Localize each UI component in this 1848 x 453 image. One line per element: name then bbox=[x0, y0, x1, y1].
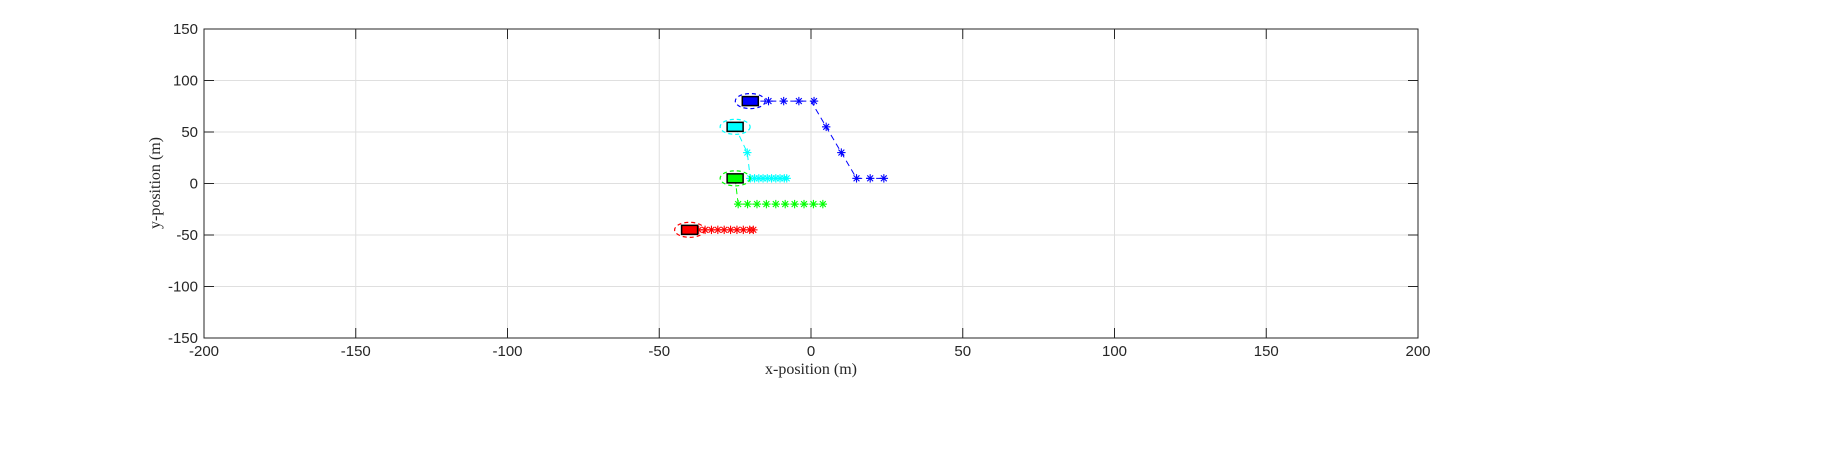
vehicle bbox=[680, 224, 699, 236]
waypoint-marker bbox=[782, 174, 791, 183]
waypoint-marker bbox=[809, 199, 818, 209]
waypoint-marker bbox=[743, 148, 752, 157]
waypoint-marker bbox=[818, 199, 828, 209]
y-axis-label: y-position (m) bbox=[147, 137, 164, 229]
x-tick-label: -100 bbox=[492, 343, 522, 360]
waypoint-marker bbox=[794, 96, 804, 106]
x-tick-label: -150 bbox=[341, 343, 371, 360]
grid-lines bbox=[204, 29, 1418, 338]
vehicle-safety-ellipse bbox=[734, 92, 766, 110]
vehicle bbox=[741, 95, 760, 107]
x-tick-label: 0 bbox=[807, 343, 815, 360]
x-tick-label: -200 bbox=[189, 343, 219, 360]
vehicles bbox=[673, 92, 766, 238]
waypoint-marker bbox=[749, 225, 758, 235]
waypoint-marker bbox=[762, 199, 771, 209]
waypoint-marker bbox=[739, 225, 748, 235]
waypoint-marker bbox=[733, 199, 743, 209]
y-tick-label: 50 bbox=[181, 124, 198, 141]
x-tick-label: 50 bbox=[954, 343, 971, 360]
x-axis-label: x-position (m) bbox=[765, 361, 857, 378]
x-tick-label: -50 bbox=[648, 343, 670, 360]
y-tick-label: -50 bbox=[176, 227, 198, 244]
y-tick-label: 150 bbox=[173, 21, 198, 38]
vehicle-safety-ellipse bbox=[719, 118, 751, 135]
waypoint-marker bbox=[879, 174, 889, 183]
waypoint-marker bbox=[752, 199, 762, 209]
waypoint-marker bbox=[743, 199, 752, 209]
trajectories bbox=[689, 96, 889, 235]
vehicle bbox=[726, 173, 744, 184]
x-tick-label: 200 bbox=[1405, 343, 1430, 360]
vehicle bbox=[726, 121, 744, 133]
y-tick-label: 0 bbox=[190, 176, 198, 193]
vehicle-safety-ellipse bbox=[673, 221, 706, 238]
axis-ticks: -200 -150 -100 -50 0 50 100 150 200-150-100-5005… bbox=[168, 21, 1431, 360]
waypoint-marker bbox=[781, 199, 790, 209]
y-tick-label: 100 bbox=[173, 73, 198, 90]
x-tick-label: 100 bbox=[1102, 343, 1127, 360]
waypoint-marker bbox=[771, 199, 780, 209]
waypoint-marker bbox=[707, 225, 716, 235]
waypoint-marker bbox=[799, 199, 809, 209]
waypoint-marker bbox=[837, 148, 846, 157]
y-tick-label: -150 bbox=[168, 330, 198, 347]
waypoint-marker bbox=[865, 174, 875, 183]
x-tick-label: 150 bbox=[1254, 343, 1279, 360]
waypoint-marker bbox=[779, 96, 788, 106]
waypoint-marker bbox=[852, 174, 861, 183]
vehicle-safety-ellipse bbox=[719, 170, 751, 187]
waypoint-marker bbox=[732, 225, 742, 235]
waypoint-marker bbox=[821, 122, 831, 132]
waypoint-marker bbox=[719, 225, 729, 235]
y-tick-label: -100 bbox=[168, 279, 198, 296]
waypoint-marker bbox=[790, 199, 799, 209]
waypoint-marker bbox=[809, 96, 819, 106]
